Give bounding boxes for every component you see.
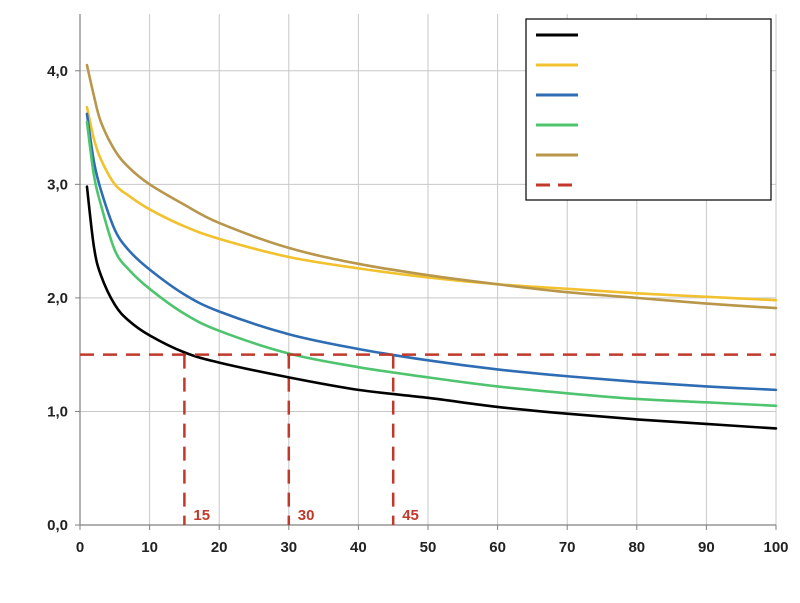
- x-tick-label: 90: [698, 539, 715, 556]
- series-lines: [80, 63, 778, 430]
- x-tick-label: 30: [280, 539, 297, 556]
- series-line-3: [85, 120, 778, 408]
- y-tick-label: 2,0: [47, 290, 68, 307]
- reference-line-label: 45: [402, 507, 419, 524]
- legend-box: [525, 18, 772, 201]
- x-tick-label: 0: [76, 539, 84, 556]
- reference-line-label: 30: [298, 507, 315, 524]
- x-tick-label: 40: [350, 539, 367, 556]
- legend: [525, 18, 772, 201]
- y-tick-label: 4,0: [47, 63, 68, 80]
- series-line-0: [85, 185, 778, 430]
- y-tick-label: 3,0: [47, 176, 68, 193]
- axis-layer: [75, 14, 777, 530]
- y-tick-label: 0,0: [47, 517, 68, 534]
- x-tick-label: 50: [420, 539, 437, 556]
- tick-labels: 0 10 20 30 40 50 60 70 80 90 100 0,0 1,0 2,0 3,0 4,0: [47, 63, 788, 556]
- x-tick-label: 60: [489, 539, 506, 556]
- reference-lines: 15 30 45: [183, 354, 419, 525]
- series-line-2: [85, 112, 778, 392]
- x-tick-label: 20: [211, 539, 228, 556]
- series-line-1: [85, 105, 778, 302]
- x-tick-label: 80: [628, 539, 645, 556]
- y-tick-label: 1,0: [47, 403, 68, 420]
- x-tick-label: 70: [559, 539, 576, 556]
- reference-line-label: 15: [193, 507, 210, 524]
- series-line-4: [85, 63, 778, 310]
- x-tick-label: 100: [763, 539, 788, 556]
- x-tick-label: 10: [141, 539, 158, 556]
